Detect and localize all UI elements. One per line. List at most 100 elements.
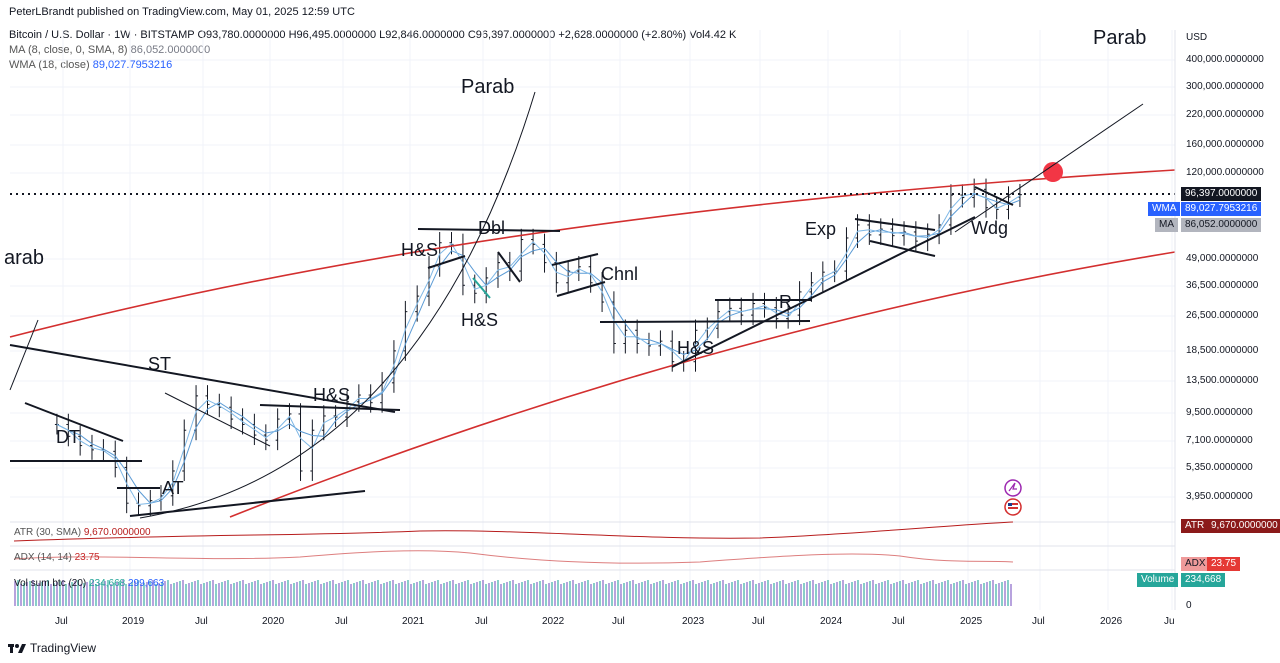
volume-bar (86, 582, 88, 606)
thin-diag-st (164, 392, 271, 447)
volume-bar (875, 584, 877, 606)
volume-bar (449, 581, 451, 606)
volume-bar (101, 582, 103, 606)
volume-bar (788, 583, 790, 606)
volume-bar (161, 582, 163, 606)
volume-bar (155, 584, 157, 606)
wma-tag: 89,027.7953216 (1181, 202, 1262, 216)
price-axis-label: 7,100.0000000 (1186, 435, 1253, 446)
volume-bar (365, 584, 367, 606)
time-axis-label: Jul (752, 616, 765, 627)
volume-bar (53, 583, 55, 606)
volume-bar (545, 584, 547, 606)
volume-bar (653, 583, 655, 606)
annot-chnl: Chnl (601, 264, 639, 284)
vol-label: Vol sum btc (20) (14, 578, 87, 589)
volume-bar (464, 581, 466, 606)
vol-value-1: 234,668 (89, 578, 126, 589)
volume-bar (188, 583, 190, 606)
volume-bar (722, 580, 724, 606)
volume-bar (830, 584, 832, 606)
ma-name-tag: MA (1155, 218, 1178, 232)
parabola-curve (139, 91, 536, 519)
volume-bar (407, 580, 409, 606)
volume-bar (272, 580, 274, 606)
ma-tag: 86,052.0000000 (1181, 218, 1262, 232)
volume-bar (674, 581, 676, 606)
volume-bar (353, 583, 355, 606)
volume-tag: 234,668 (1181, 573, 1226, 587)
volume-bar (716, 582, 718, 606)
volume-bar (941, 582, 943, 606)
volume-bar (926, 582, 928, 606)
volume-bar (479, 581, 481, 606)
volume-bar (923, 583, 925, 606)
volume-bar (869, 581, 871, 606)
volume-bar (425, 584, 427, 606)
volume-bar (824, 581, 826, 606)
currency-label[interactable]: USD (1186, 32, 1208, 43)
volume-bar (857, 580, 859, 606)
volume-bar (485, 584, 487, 606)
volume-bar (803, 583, 805, 606)
volume-bar (125, 584, 127, 606)
volume-bar (149, 581, 151, 606)
wma-legend[interactable]: WMA (18, close) 89,027.7953216 (9, 59, 172, 71)
volume-bar (935, 584, 937, 606)
volume-bar (587, 580, 589, 606)
price-axis-label: 9,500.0000000 (1186, 407, 1253, 418)
atr-line (13, 521, 1014, 542)
volume-bar (986, 582, 988, 606)
volume-bar (656, 582, 658, 606)
volume-bar (695, 584, 697, 606)
volume-bar (668, 583, 670, 606)
publisher-line: PeterLBrandt published on TradingView.co… (9, 6, 355, 18)
tradingview-logo[interactable]: TradingView (8, 641, 96, 655)
branding-text: TradingView (30, 641, 97, 655)
volume-bar (494, 581, 496, 606)
annot-hs-2: H&S (461, 310, 499, 330)
price-axis-label: 13,500.0000000 (1186, 375, 1259, 386)
volume-bar (143, 583, 145, 606)
adx-header[interactable]: ADX (14, 14) 23.75 (14, 552, 100, 563)
annot-dbl: Dbl (478, 218, 506, 238)
volume-bar (284, 581, 286, 606)
volume-bar (602, 580, 604, 606)
volume-bar (635, 584, 637, 606)
volume-bar (62, 580, 64, 606)
volume-bar (872, 580, 874, 606)
volume-bar (728, 583, 730, 606)
ma-legend[interactable]: MA (8, close, 0, SMA, 8) 86,052.0000000 (9, 44, 210, 56)
symbol-label[interactable]: Bitcoin / U.S. Dollar · 1W · BITSTAMP (9, 29, 195, 41)
volume-bar (299, 581, 301, 606)
volume-bar (812, 580, 814, 606)
volume-bar (182, 580, 184, 606)
volume-bar (989, 581, 991, 606)
volume-bar (779, 581, 781, 606)
volume-bar (287, 580, 289, 606)
volume-bar (83, 583, 85, 606)
volume-bar (947, 580, 949, 606)
atr-tag: 9,670.0000000 (1207, 519, 1280, 533)
price-axis-label: 300,000.0000000 (1186, 81, 1264, 92)
alert-icon[interactable] (1004, 479, 1022, 497)
symbol-line: Bitcoin / U.S. Dollar · 1W · BITSTAMP O9… (9, 29, 736, 41)
volume-bar (995, 584, 997, 606)
green-mark (472, 277, 491, 299)
volume-bar (755, 584, 757, 606)
atr-header[interactable]: ATR (30, SMA) 9,670.0000000 (14, 527, 151, 538)
volume-bar (371, 582, 373, 606)
volume-bar (404, 581, 406, 606)
volume-bar (749, 581, 751, 606)
annot-exp: Exp (805, 219, 837, 239)
annot-r: R (779, 292, 792, 312)
volume-bar (350, 584, 352, 606)
volume-bar (764, 581, 766, 606)
volume-bar (392, 580, 394, 606)
volume-bar (17, 580, 19, 606)
vol-header[interactable]: Vol sum btc (20) 234,668 299,663 (14, 578, 164, 589)
volume-bar (659, 581, 661, 606)
volume-bar (890, 584, 892, 606)
volume-bar (395, 584, 397, 606)
